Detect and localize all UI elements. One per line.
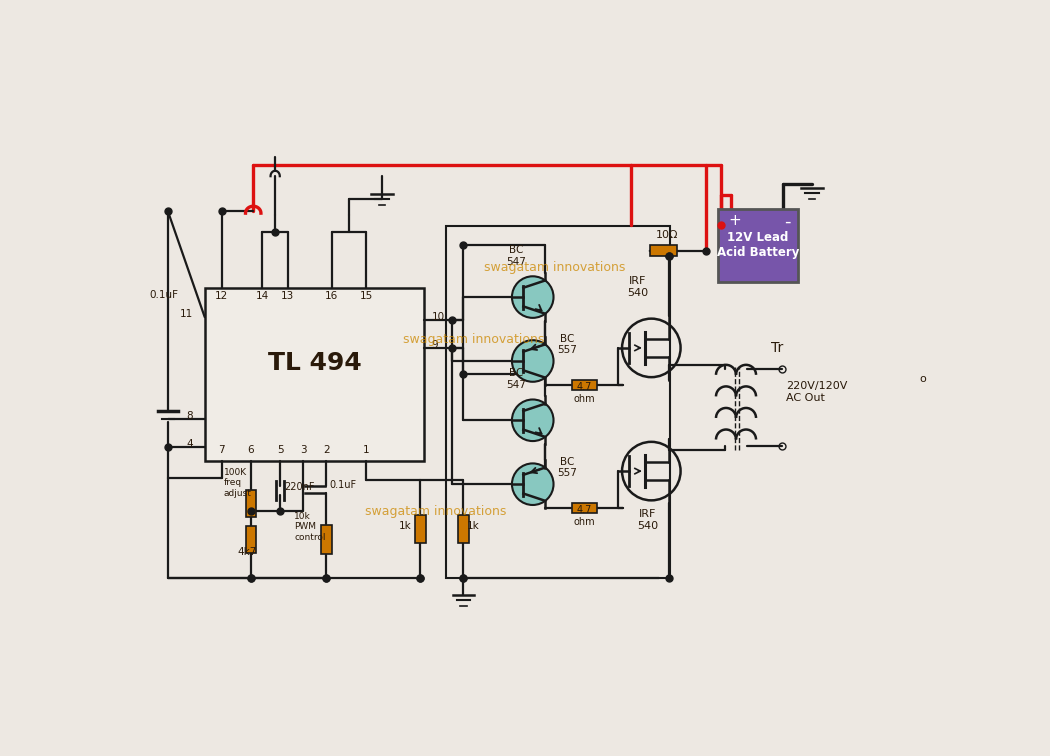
Bar [650,246,677,256]
Text: 8: 8 [187,411,193,421]
Text: 10k
PWM
control: 10k PWM control [294,512,325,541]
Text: 220V/120V
AC Out: 220V/120V AC Out [786,382,847,403]
Bar [446,226,670,578]
Text: 0.1uF: 0.1uF [149,290,179,300]
Bar [246,525,256,553]
Text: 100K
freq
adjust: 100K freq adjust [224,468,252,497]
Bar [717,209,798,282]
Text: 15: 15 [360,290,373,301]
Text: swagatam innovations: swagatam innovations [365,505,506,518]
Text: BC
547: BC 547 [506,245,526,267]
Text: Tr: Tr [771,341,783,355]
Text: 16: 16 [326,290,338,301]
Text: 13: 13 [281,290,294,301]
Text: swagatam innovations: swagatam innovations [403,333,545,346]
Circle shape [512,399,553,441]
Text: 1k: 1k [466,521,479,531]
Text: 4: 4 [187,439,193,449]
Text: 5: 5 [277,445,284,455]
Text: 220nF: 220nF [284,482,315,492]
Text: BC
557: BC 557 [558,333,578,355]
Text: swagatam innovations: swagatam innovations [484,261,626,274]
Text: 6: 6 [248,445,254,455]
Text: 2: 2 [323,445,330,455]
Text: IRF
540: IRF 540 [627,276,648,298]
Text: 10: 10 [432,312,445,322]
Text: 1: 1 [363,445,370,455]
Text: 0.1uF: 0.1uF [330,480,357,490]
Bar [205,288,424,461]
Text: o: o [920,373,926,384]
Circle shape [512,276,553,318]
Text: 12V Lead
Acid Battery: 12V Lead Acid Battery [717,231,799,259]
Text: IRF
540: IRF 540 [637,510,658,531]
Text: +: + [729,213,741,228]
Circle shape [512,340,553,382]
Text: TL 494: TL 494 [268,351,361,375]
Bar [321,525,332,554]
Text: BC
557: BC 557 [558,457,578,479]
Bar [458,515,468,543]
Text: 4k7: 4k7 [237,547,256,557]
Text: 1k: 1k [399,521,412,531]
Text: 9: 9 [432,340,439,350]
Text: 12: 12 [215,290,228,301]
Text: 14: 14 [256,290,269,301]
Text: BC
547: BC 547 [506,368,526,390]
Text: 4.7
ohm: 4.7 ohm [573,506,595,527]
Circle shape [512,463,553,505]
Text: 3: 3 [300,445,307,455]
Text: 7: 7 [218,445,225,455]
Text: -: - [784,213,791,231]
Bar [246,490,256,517]
Text: 10Ω: 10Ω [655,230,678,240]
Text: 4.7
ohm: 4.7 ohm [573,383,595,404]
Text: 11: 11 [180,309,193,319]
Bar [572,503,596,513]
Bar [415,515,425,543]
Bar [572,380,596,390]
